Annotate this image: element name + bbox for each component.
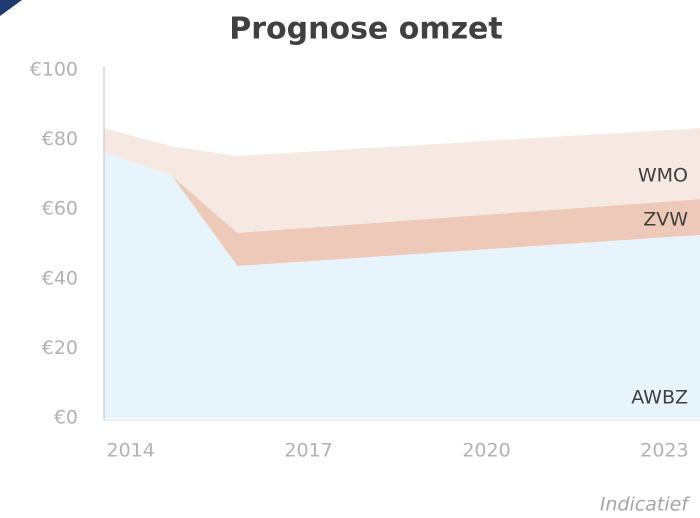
- y-tick-label: €20: [42, 337, 78, 359]
- series-label: WMO: [638, 165, 688, 187]
- series-label: ZVW: [643, 209, 688, 231]
- x-tick-label: 2014: [107, 440, 155, 462]
- chart-title: Prognose omzet: [229, 12, 503, 47]
- areas: [104, 128, 700, 419]
- area: [104, 152, 700, 266]
- y-tick-label: €80: [42, 128, 78, 150]
- y-tick-label: €60: [42, 198, 78, 220]
- x-tick-label: 2017: [284, 440, 332, 462]
- x-tick-label: 2023: [640, 440, 688, 462]
- y-tick-label: €100: [30, 59, 78, 81]
- area: [104, 128, 700, 233]
- x-tick-label: 2020: [462, 440, 510, 462]
- y-tick-label: €40: [42, 267, 78, 289]
- corner-decoration: [0, 0, 22, 16]
- y-tick-label: €0: [54, 407, 78, 429]
- area: [104, 152, 700, 419]
- annotation: Indicatief: [600, 494, 691, 516]
- series-label: AWBZ: [631, 387, 688, 409]
